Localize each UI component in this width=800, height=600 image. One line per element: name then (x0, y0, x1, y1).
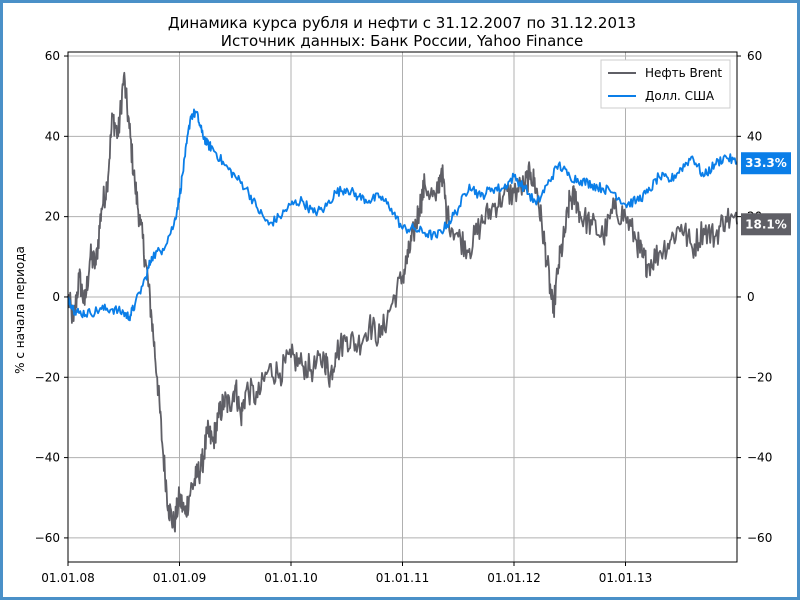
y-tick-label-right: −60 (747, 531, 772, 545)
chart-title: Динамика курса рубля и нефти с 31.12.200… (168, 14, 636, 32)
end-value-badges: 33.3% 18.1% (741, 152, 791, 236)
y-tick-label-left: −40 (35, 451, 60, 465)
x-axis: 01.01.08 01.01.09 01.01.10 01.01.11 01.01.12… (41, 562, 652, 585)
chart-subtitle: Источник данных: Банк России, Yahoo Fina… (221, 32, 584, 50)
grid-lines (67, 52, 737, 562)
end-badge (741, 213, 791, 236)
x-tick-label: 01.01.09 (153, 571, 206, 585)
series-layer (67, 71, 738, 533)
x-tick-label: 01.01.10 (264, 571, 317, 585)
y-tick-label-left: −20 (35, 370, 60, 384)
y-tick-label-left: 20 (45, 210, 60, 224)
x-tick-label: 01.01.11 (376, 571, 429, 585)
end-badge-label: 18.1% (745, 217, 787, 231)
x-tick-label: 01.01.08 (41, 571, 94, 585)
legend-label-brent: Нефть Brent (645, 66, 722, 80)
end-badge-label: 33.3% (745, 156, 787, 170)
x-tick-label: 01.01.12 (487, 571, 540, 585)
series-line-brent (67, 71, 738, 533)
y-tick-label-left: 0 (52, 290, 60, 304)
y-tick-label-right: 60 (747, 49, 762, 63)
y-tick-label-left: 40 (45, 129, 60, 143)
x-tick-label: 01.01.13 (599, 571, 652, 585)
y-tick-label-right: −20 (747, 370, 772, 384)
legend: Нефть Brent Долл. США (600, 59, 731, 109)
series-line-usd (67, 108, 738, 322)
y-axis-label: % с начала периода (13, 246, 27, 374)
y-tick-label-right: 40 (747, 129, 762, 143)
legend-label-usd: Долл. США (645, 89, 715, 103)
y-tick-label-right: 0 (747, 290, 755, 304)
y-axis-left: −60 −40 −20 0 20 40 60 (35, 49, 68, 545)
legend-box (600, 59, 731, 109)
end-badge (741, 152, 791, 175)
y-tick-label-right: −40 (747, 451, 772, 465)
y-tick-label-left: −60 (35, 531, 60, 545)
y-tick-label-left: 60 (45, 49, 60, 63)
